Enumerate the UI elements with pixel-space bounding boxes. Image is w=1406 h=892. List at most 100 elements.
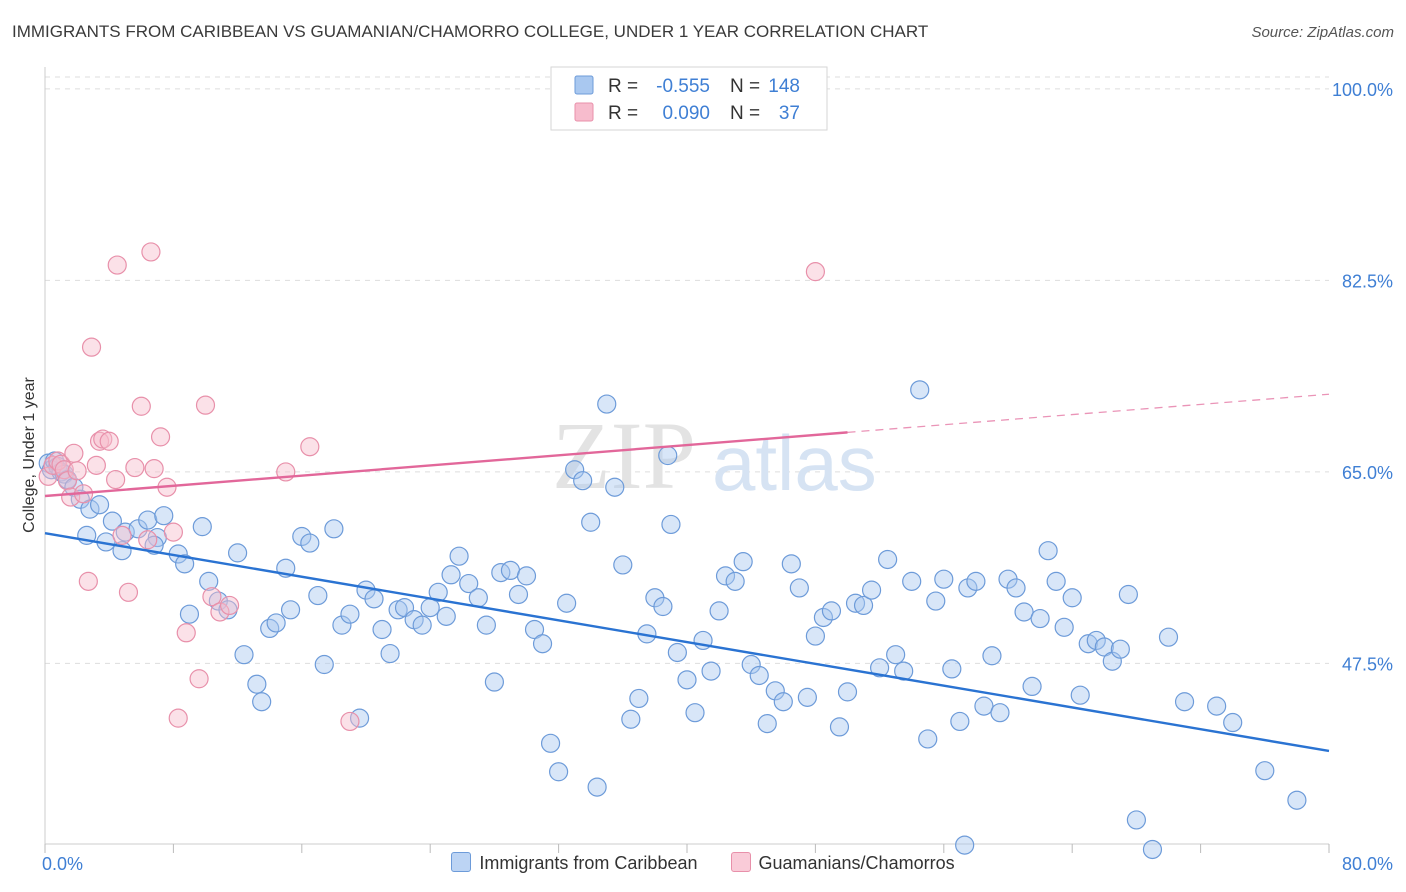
point-caribbean-94 bbox=[757, 714, 777, 734]
point-caribbean-108 bbox=[869, 658, 890, 678]
point-guamanian-26 bbox=[168, 708, 188, 728]
point-caribbean-93 bbox=[749, 665, 769, 686]
legend-r-value-1: -0.555 bbox=[656, 76, 710, 97]
point-caribbean-128 bbox=[1030, 608, 1050, 629]
y-tick-labels: 100.0% 82.5% 65.0% 47.5% bbox=[1332, 80, 1393, 675]
point-guamanian-30 bbox=[202, 587, 222, 607]
point-guamanian-12 bbox=[86, 455, 106, 475]
point-caribbean-122 bbox=[982, 646, 1002, 666]
point-caribbean-28 bbox=[228, 543, 248, 563]
point-caribbean-81 bbox=[653, 596, 673, 617]
point-caribbean-37 bbox=[300, 533, 320, 553]
point-caribbean-125 bbox=[1006, 578, 1026, 598]
point-caribbean-109 bbox=[878, 549, 898, 570]
point-caribbean-99 bbox=[797, 687, 817, 707]
axes bbox=[44, 67, 1330, 853]
point-caribbean-67 bbox=[540, 733, 561, 753]
point-caribbean-119 bbox=[958, 578, 978, 598]
point-caribbean-55 bbox=[441, 565, 461, 585]
point-guamanian-0 bbox=[38, 466, 58, 486]
legend-item-guamanian: Guamanians/Chamorros bbox=[730, 852, 955, 874]
point-guamanian-5 bbox=[57, 471, 78, 491]
point-caribbean-10 bbox=[89, 495, 110, 515]
point-guamanian-15 bbox=[99, 431, 119, 451]
y-tick-label-3: 47.5% bbox=[1342, 654, 1393, 674]
point-caribbean-25 bbox=[199, 571, 219, 591]
point-caribbean-96 bbox=[773, 692, 793, 712]
point-caribbean-83 bbox=[667, 642, 687, 663]
point-caribbean-68 bbox=[548, 762, 569, 782]
point-caribbean-23 bbox=[192, 517, 212, 537]
legend-swatch-blue bbox=[574, 75, 594, 95]
point-caribbean-102 bbox=[821, 601, 842, 621]
legend-r-value-2: 0.090 bbox=[662, 103, 710, 124]
point-guamanian-3 bbox=[51, 454, 71, 474]
point-caribbean-15 bbox=[154, 506, 174, 526]
point-caribbean-132 bbox=[1062, 588, 1082, 608]
point-caribbean-63 bbox=[508, 584, 529, 605]
point-caribbean-143 bbox=[1174, 692, 1195, 712]
legend-n-label-2: N = bbox=[730, 103, 760, 124]
point-caribbean-118 bbox=[950, 711, 970, 732]
point-caribbean-146 bbox=[1255, 761, 1275, 781]
point-caribbean-138 bbox=[1110, 639, 1130, 659]
point-caribbean-91 bbox=[733, 552, 753, 572]
point-guamanian-31 bbox=[210, 602, 230, 622]
point-caribbean-133 bbox=[1070, 685, 1090, 705]
legend-label-caribbean: Immigrants from Caribbean bbox=[479, 853, 698, 873]
y-tick-label-2: 65.0% bbox=[1342, 463, 1393, 483]
point-caribbean-140 bbox=[1126, 810, 1147, 830]
watermark: ZIP atlas bbox=[552, 402, 877, 509]
point-caribbean-130 bbox=[1046, 571, 1066, 591]
point-caribbean-75 bbox=[605, 477, 625, 497]
point-caribbean-38 bbox=[308, 585, 328, 606]
point-caribbean-11 bbox=[102, 511, 123, 531]
point-guamanian-17 bbox=[112, 525, 132, 545]
point-guamanian-37 bbox=[805, 262, 826, 282]
point-caribbean-101 bbox=[813, 607, 834, 628]
chart-title: IMMIGRANTS FROM CARIBBEAN VS GUAMANIAN/C… bbox=[12, 22, 929, 41]
point-guamanian-36 bbox=[107, 255, 127, 275]
point-caribbean-115 bbox=[926, 591, 946, 611]
point-caribbean-24 bbox=[179, 604, 200, 624]
legend-swatch-pink bbox=[574, 102, 594, 122]
point-caribbean-121 bbox=[974, 696, 994, 716]
point-guamanian-8 bbox=[67, 461, 87, 481]
legend-n-value-1: 148 bbox=[768, 76, 800, 97]
point-guamanian-38 bbox=[340, 711, 360, 732]
point-caribbean-72 bbox=[581, 512, 601, 532]
point-guamanian-21 bbox=[138, 530, 158, 550]
point-caribbean-62 bbox=[500, 560, 521, 581]
point-caribbean-70 bbox=[565, 460, 585, 480]
point-caribbean-47 bbox=[380, 643, 400, 664]
point-caribbean-30 bbox=[247, 674, 267, 694]
point-guamanian-20 bbox=[131, 396, 151, 416]
point-caribbean-40 bbox=[324, 519, 344, 539]
point-caribbean-131 bbox=[1054, 617, 1074, 637]
point-caribbean-46 bbox=[372, 619, 392, 640]
legend-swatch-caribbean bbox=[451, 852, 472, 872]
series-legend: Immigrants from Caribbean Guamanians/Cha… bbox=[0, 852, 1406, 874]
y-tick-label-0: 100.0% bbox=[1332, 80, 1393, 100]
point-caribbean-45 bbox=[364, 589, 384, 609]
point-caribbean-14 bbox=[138, 510, 158, 530]
point-guamanian-25 bbox=[163, 522, 183, 542]
point-caribbean-57 bbox=[459, 573, 479, 594]
point-caribbean-144 bbox=[1207, 696, 1227, 716]
point-guamanian-34 bbox=[300, 437, 320, 457]
point-guamanian-11 bbox=[81, 337, 102, 357]
point-caribbean-59 bbox=[476, 615, 496, 635]
point-caribbean-129 bbox=[1038, 541, 1058, 561]
point-caribbean-148 bbox=[955, 835, 975, 855]
point-caribbean-41 bbox=[332, 615, 352, 635]
point-caribbean-66 bbox=[532, 634, 553, 654]
point-caribbean-85 bbox=[685, 703, 705, 723]
point-caribbean-100 bbox=[805, 626, 826, 646]
point-caribbean-42 bbox=[340, 604, 360, 624]
point-caribbean-69 bbox=[557, 593, 577, 613]
point-guamanian-28 bbox=[189, 669, 209, 689]
point-caribbean-139 bbox=[1118, 584, 1138, 605]
point-caribbean-76 bbox=[613, 555, 633, 575]
x-tick-label-max: 80.0% bbox=[1342, 854, 1393, 874]
